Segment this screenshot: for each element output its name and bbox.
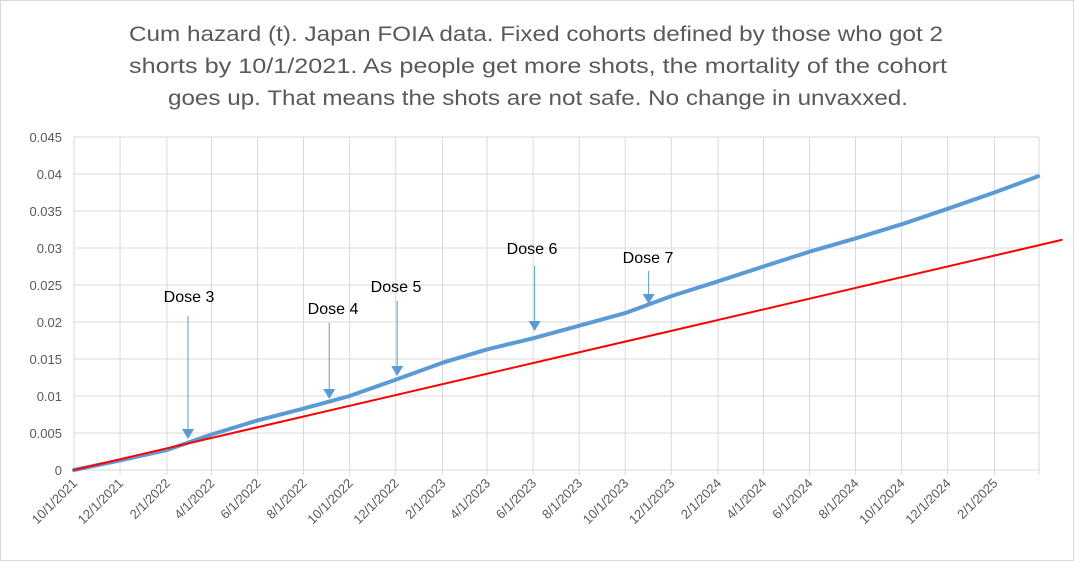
x-tick-label: 6/1/2024	[769, 476, 815, 522]
y-tick-label: 0.04	[37, 167, 62, 182]
title-line: Cum hazard (t). Japan FOIA data. Fixed c…	[129, 23, 943, 46]
y-tick-label: 0.015	[29, 352, 62, 367]
y-axis-ticks: 0 0.005 0.01 0.015 0.02 0.025 0.03 0.035 0.04 0.0…	[29, 130, 62, 478]
arrow-down-icon	[182, 429, 195, 439]
x-tick-label: 2/1/2022	[127, 476, 173, 522]
series-lines	[72, 174, 1063, 472]
x-tick-label: 8/1/2023	[539, 476, 585, 522]
y-tick-label: 0.03	[37, 241, 62, 256]
arrow-down-icon	[323, 389, 336, 399]
dose-annotation-label: Dose 6	[507, 241, 558, 258]
y-tick-label: 0.035	[29, 204, 62, 219]
dose-annotation-label: Dose 4	[308, 301, 359, 318]
y-tick-label: 0	[55, 463, 62, 478]
x-tick-label: 12/1/2024	[902, 476, 954, 528]
x-tick-label: 4/1/2023	[447, 476, 493, 522]
arrow-down-icon	[528, 321, 541, 331]
x-tick-label: 2/1/2025	[954, 476, 1000, 522]
x-tick-label: 2/1/2023	[402, 476, 448, 522]
y-tick-label: 0.045	[29, 130, 62, 145]
x-tick-label: 8/1/2024	[815, 476, 861, 522]
x-tick-label: 10/1/2021	[29, 476, 81, 528]
x-tick-label: 4/1/2022	[171, 476, 217, 522]
gridlines	[73, 136, 1040, 475]
y-tick-label: 0.005	[29, 426, 62, 441]
y-tick-label: 0.02	[37, 315, 62, 330]
x-tick-label: 10/1/2022	[304, 476, 356, 528]
dose-annotation-label: Dose 5	[371, 279, 422, 296]
chart-title: Cum hazard (t). Japan FOIA data. Fixed c…	[129, 23, 947, 110]
dose-annotation-label: Dose 3	[164, 289, 215, 306]
vaxxed-cohort-line	[72, 174, 1041, 472]
x-tick-label: 2/1/2024	[678, 476, 724, 522]
x-tick-label: 6/1/2023	[493, 476, 539, 522]
y-tick-label: 0.01	[37, 389, 62, 404]
x-tick-label: 12/1/2023	[626, 476, 678, 528]
x-tick-label: 4/1/2024	[723, 476, 769, 522]
unvaxxed-line	[73, 238, 1063, 471]
title-line: goes up. That means the shots are not sa…	[168, 87, 908, 110]
dose-annotation-label: Dose 7	[623, 250, 674, 267]
x-tick-label: 12/1/2022	[350, 476, 402, 528]
arrow-down-icon	[391, 366, 404, 376]
y-tick-label: 0.025	[29, 278, 62, 293]
dose-annotations: Dose 3 Dose 4 Dose 5 Dose 6 Dose 7	[164, 241, 674, 439]
x-tick-label: 10/1/2023	[580, 476, 632, 528]
title-line: shorts by 10/1/2021. As people get more …	[129, 55, 947, 78]
x-tick-label: 8/1/2022	[263, 476, 309, 522]
x-tick-label: 10/1/2024	[856, 476, 908, 528]
arrow-down-icon	[642, 294, 655, 304]
x-tick-label: 12/1/2021	[75, 476, 127, 528]
x-tick-label: 6/1/2022	[217, 476, 263, 522]
